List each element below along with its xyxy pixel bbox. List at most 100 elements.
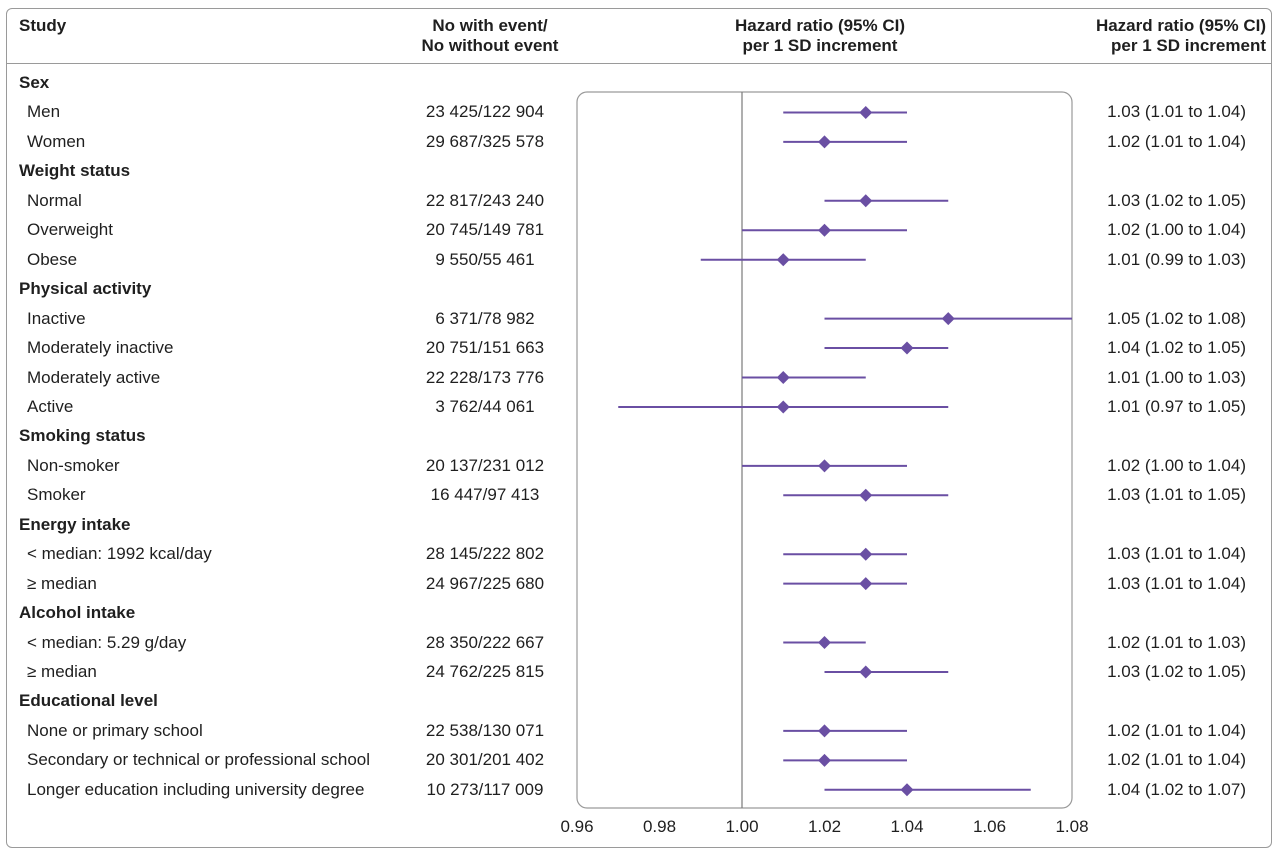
point-estimate-diamond <box>818 636 831 650</box>
hazard-ratio-text: 1.02 (1.01 to 1.04) <box>1107 720 1246 740</box>
header-hr-line1: Hazard ratio (95% CI) <box>1095 16 1266 35</box>
hazard-ratio-text: 1.01 (0.97 to 1.05) <box>1107 396 1246 416</box>
events-count: 22 538/130 071 <box>425 720 545 740</box>
point-estimate-diamond <box>859 547 873 561</box>
subgroup-label: < median: 1992 kcal/day <box>27 544 212 564</box>
point-estimate-diamond <box>859 105 873 119</box>
hazard-ratio-text: 1.03 (1.02 to 1.05) <box>1107 662 1246 681</box>
hazard-ratio-text: 1.02 (1.01 to 1.04) <box>1107 750 1246 770</box>
events-count: 22 228/173 776 <box>425 367 545 387</box>
subgroup-label: < median: 5.29 g/day <box>27 632 187 652</box>
group-heading: Smoking status <box>19 426 146 446</box>
subgroup-label: Active <box>27 396 74 416</box>
events-count: 29 687/325 578 <box>425 131 545 151</box>
events-count: 24 967/225 680 <box>425 573 545 593</box>
events-count: 20 137/231 012 <box>425 455 545 475</box>
events-count: 10 273/117 009 <box>426 779 544 799</box>
header-plot: Hazard ratio (95% CI) per 1 SD increment <box>700 16 940 56</box>
subgroup-label: Moderately active <box>27 367 161 387</box>
events-count: 28 145/222 802 <box>425 544 545 564</box>
subgroup-label: None or primary school <box>27 720 203 740</box>
x-tick-label: 1.02 <box>808 817 841 836</box>
subgroup-label: Overweight <box>27 220 113 240</box>
hazard-ratio-text: 1.03 (1.01 to 1.04) <box>1107 573 1246 593</box>
subgroup-label: Inactive <box>27 308 86 328</box>
group-heading: Weight status <box>19 161 131 181</box>
subgroup-label: Non-smoker <box>27 455 120 475</box>
subgroup-label: ≥ median <box>27 662 97 681</box>
hazard-ratio-text: 1.03 (1.02 to 1.05) <box>1107 190 1246 210</box>
group-heading: Educational level <box>19 691 158 711</box>
header-study-text: Study <box>19 16 67 35</box>
point-estimate-diamond <box>859 665 873 679</box>
point-estimate-diamond <box>818 724 831 738</box>
events-count: 24 762/225 815 <box>425 662 545 681</box>
x-tick-label: 1.08 <box>1055 817 1088 836</box>
hazard-ratio-text: 1.02 (1.01 to 1.04) <box>1107 131 1246 151</box>
point-estimate-diamond <box>776 400 790 414</box>
subgroup-label: Men <box>27 102 61 122</box>
group-heading: Alcohol intake <box>19 603 136 623</box>
events-count: 20 745/149 781 <box>425 220 545 240</box>
events-count: 28 350/222 667 <box>425 632 545 652</box>
x-tick-label: 1.00 <box>725 817 758 836</box>
x-tick-label: 0.96 <box>560 817 593 836</box>
header-divider <box>7 63 1272 64</box>
group-heading: Sex <box>19 73 50 92</box>
hazard-ratio-text: 1.02 (1.00 to 1.04) <box>1107 220 1246 240</box>
hazard-ratio-text: 1.03 (1.01 to 1.04) <box>1107 102 1246 122</box>
point-estimate-diamond <box>818 459 831 473</box>
point-estimate-diamond <box>776 371 790 384</box>
header-events-line1: No with event/ <box>432 16 548 35</box>
x-tick-label: 1.06 <box>973 817 1006 836</box>
point-estimate-diamond <box>900 341 914 355</box>
header-events-line2: No without event <box>421 36 559 55</box>
hazard-ratio-text: 1.05 (1.02 to 1.08) <box>1107 308 1246 328</box>
hazard-ratio-text: 1.03 (1.01 to 1.04) <box>1107 544 1246 564</box>
point-estimate-diamond <box>818 223 831 237</box>
events-count: 16 447/97 413 <box>430 485 540 505</box>
header-hazard-ratio: Hazard ratio (95% CI) per 1 SD increment <box>1066 16 1266 56</box>
x-tick-label: 1.04 <box>890 817 923 836</box>
header-events: No with event/ No without event <box>395 16 585 56</box>
subgroup-label: Normal <box>27 190 82 210</box>
header-plot-line2: per 1 SD increment <box>742 36 898 55</box>
events-count: 3 762/44 061 <box>435 396 535 416</box>
x-tick-label: 0.98 <box>643 817 676 836</box>
point-estimate-diamond <box>818 753 831 767</box>
hazard-ratio-text: 1.02 (1.00 to 1.04) <box>1107 455 1246 475</box>
hazard-ratio-text: 1.01 (1.00 to 1.03) <box>1107 367 1246 387</box>
hazard-ratio-text: 1.03 (1.01 to 1.05) <box>1107 485 1246 505</box>
events-count: 20 751/151 663 <box>425 338 545 358</box>
subgroup-label: Secondary or technical or professional s… <box>27 750 371 770</box>
hazard-ratio-text: 1.04 (1.02 to 1.07) <box>1107 779 1246 799</box>
subgroup-label: Obese <box>27 249 78 269</box>
events-count: 22 817/243 240 <box>425 190 545 210</box>
subgroup-label: Women <box>27 131 86 151</box>
plot-frame <box>576 91 1073 809</box>
hazard-ratio-text: 1.02 (1.01 to 1.03) <box>1107 632 1246 652</box>
events-count: 23 425/122 904 <box>425 102 545 122</box>
figure-frame <box>6 8 1272 848</box>
hazard-ratio-text: 1.04 (1.02 to 1.05) <box>1107 338 1246 358</box>
header-plot-line1: Hazard ratio (95% CI) <box>734 16 906 35</box>
subgroup-label: ≥ median <box>27 573 97 593</box>
group-heading: Energy intake <box>19 514 131 534</box>
header-study: Study <box>19 16 66 36</box>
group-heading: Physical activity <box>19 279 152 299</box>
point-estimate-diamond <box>776 253 790 267</box>
events-count: 6 371/78 982 <box>435 308 535 328</box>
subgroup-label: Longer education including university de… <box>27 779 365 799</box>
point-estimate-diamond <box>859 577 873 591</box>
events-count: 9 550/55 461 <box>435 249 535 269</box>
events-count: 20 301/201 402 <box>425 750 545 770</box>
point-estimate-diamond <box>900 783 914 797</box>
point-estimate-diamond <box>818 135 831 149</box>
point-estimate-diamond <box>859 194 873 208</box>
subgroup-label: Smoker <box>27 485 86 505</box>
point-estimate-diamond <box>941 312 955 326</box>
header-hr-line2: per 1 SD increment <box>1111 36 1266 55</box>
subgroup-label: Moderately inactive <box>27 338 174 358</box>
hazard-ratio-text: 1.01 (0.99 to 1.03) <box>1107 249 1246 269</box>
